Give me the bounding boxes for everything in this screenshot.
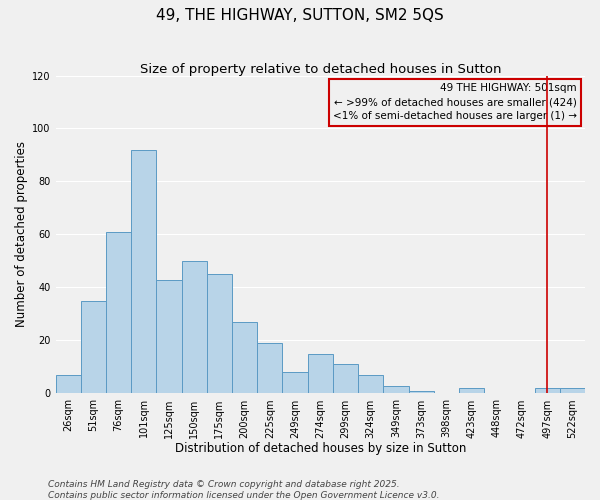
Bar xyxy=(459,388,484,394)
Text: Contains HM Land Registry data © Crown copyright and database right 2025.
Contai: Contains HM Land Registry data © Crown c… xyxy=(48,480,439,500)
Bar xyxy=(257,343,283,394)
Title: Size of property relative to detached houses in Sutton: Size of property relative to detached ho… xyxy=(140,62,501,76)
Bar xyxy=(56,375,81,394)
Bar xyxy=(409,391,434,394)
Bar xyxy=(383,386,409,394)
Bar xyxy=(535,388,560,394)
Bar xyxy=(207,274,232,394)
Bar xyxy=(131,150,157,394)
X-axis label: Distribution of detached houses by size in Sutton: Distribution of detached houses by size … xyxy=(175,442,466,455)
Bar xyxy=(182,261,207,394)
Bar xyxy=(106,232,131,394)
Bar xyxy=(283,372,308,394)
Bar xyxy=(358,375,383,394)
Bar xyxy=(333,364,358,394)
Text: 49, THE HIGHWAY, SUTTON, SM2 5QS: 49, THE HIGHWAY, SUTTON, SM2 5QS xyxy=(156,8,444,22)
Bar xyxy=(81,300,106,394)
Bar xyxy=(308,354,333,394)
Bar xyxy=(560,388,585,394)
Text: 49 THE HIGHWAY: 501sqm
← >99% of detached houses are smaller (424)
<1% of semi-d: 49 THE HIGHWAY: 501sqm ← >99% of detache… xyxy=(333,84,577,122)
Bar xyxy=(157,280,182,394)
Y-axis label: Number of detached properties: Number of detached properties xyxy=(15,142,28,328)
Bar xyxy=(232,322,257,394)
